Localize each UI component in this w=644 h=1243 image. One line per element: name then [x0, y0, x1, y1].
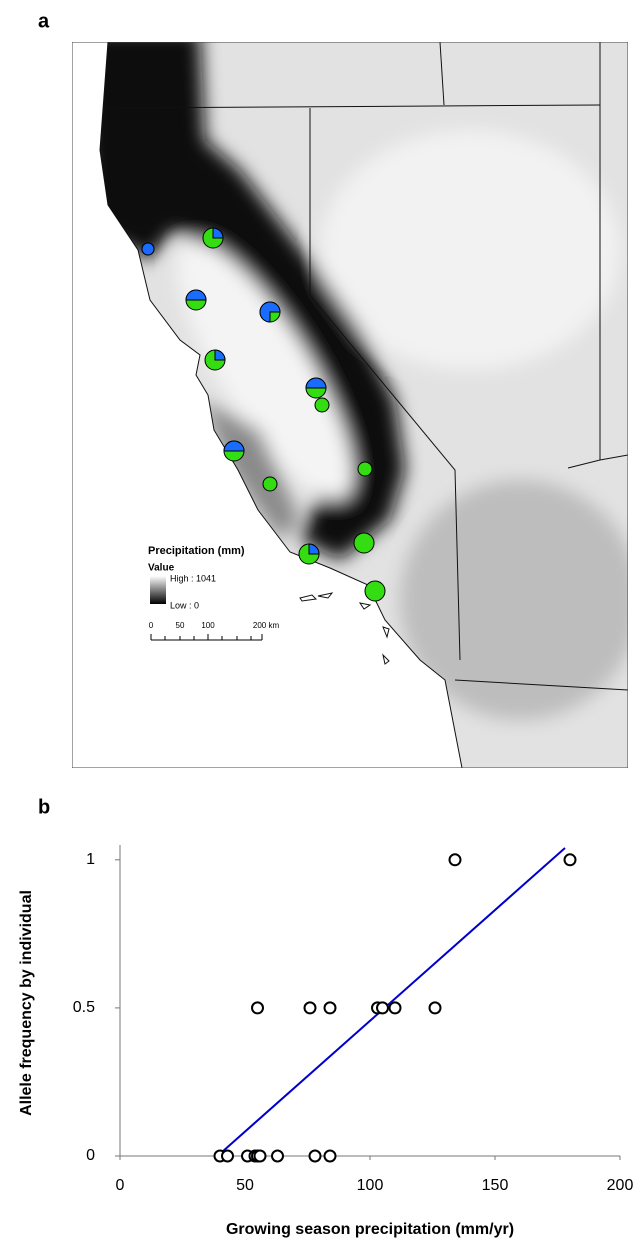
legend-subtitle: Value: [148, 563, 175, 574]
y-tick-label: 1: [86, 851, 95, 868]
y-tick-label: 0: [86, 1147, 95, 1164]
scale-label: 200 km: [253, 621, 280, 630]
site-pie-base: [315, 398, 329, 412]
x-tick-label: 200: [607, 1177, 634, 1194]
panel-label: a: [38, 10, 50, 32]
point: [565, 854, 576, 865]
scale-label: 0: [149, 621, 154, 630]
site-pie-base: [358, 462, 372, 476]
trend-line: [218, 848, 566, 1156]
y-tick-label: 0.5: [73, 999, 95, 1016]
point: [325, 1002, 336, 1013]
legend-low: Low : 0: [170, 600, 199, 610]
x-tick-label: 100: [357, 1177, 384, 1194]
point: [272, 1151, 283, 1162]
point: [305, 1002, 316, 1013]
x-tick-label: 150: [482, 1177, 509, 1194]
x-tick-label: 0: [116, 1177, 125, 1194]
site-pie-base: [354, 533, 374, 553]
point: [450, 854, 461, 865]
x-axis-label: Growing season precipitation (mm/yr): [226, 1221, 514, 1238]
site-pie-slice: [142, 243, 154, 255]
point: [255, 1151, 266, 1162]
legend-high: High : 1041: [170, 573, 216, 583]
point: [377, 1002, 388, 1013]
point: [390, 1002, 401, 1013]
point: [430, 1002, 441, 1013]
y-axis-label: Allele frequency by individual: [18, 890, 35, 1116]
site-pie-base: [263, 477, 277, 491]
point: [310, 1151, 321, 1162]
plot: 0 0.5 1 0 50 100 150 200: [73, 845, 634, 1194]
scale-label: 50: [176, 621, 185, 630]
page: a b Precipitation (mm) Value High : 1041…: [0, 0, 644, 1243]
point: [222, 1151, 233, 1162]
site-pie-base: [365, 581, 385, 601]
legend-title: Precipitation (mm): [148, 545, 245, 557]
legend-ramp: [150, 576, 166, 604]
point: [252, 1002, 263, 1013]
scale-label: 100: [201, 621, 215, 630]
panel-label: b: [38, 796, 50, 818]
figure: a b Precipitation (mm) Value High : 1041…: [0, 0, 644, 1243]
x-tick-label: 50: [236, 1177, 254, 1194]
map: Precipitation (mm) Value High : 1041 Low…: [72, 30, 640, 768]
point: [325, 1151, 336, 1162]
